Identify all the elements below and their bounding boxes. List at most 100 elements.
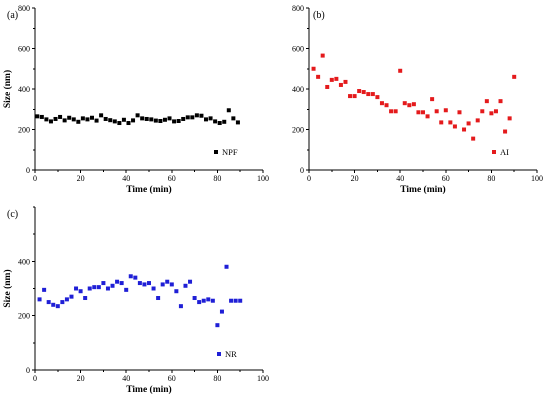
panel-b-data-point (421, 110, 425, 115)
panel-c-data-point (174, 289, 179, 294)
panel-b-data-point (357, 89, 362, 94)
panel-a-data-point (213, 119, 218, 124)
panel-a-data-point (185, 115, 190, 120)
panel-a-data-point (140, 116, 145, 121)
panel-b-label: (b) (313, 10, 325, 21)
panel-c-data-point (115, 279, 120, 284)
panel-b-data-point (320, 53, 325, 58)
panel-a-data-point (112, 119, 117, 124)
panel-a-data-point (126, 121, 131, 126)
panel-c-data-point (124, 287, 129, 292)
panel-b-data-point (439, 120, 444, 125)
panel-a-label: (a) (7, 10, 18, 21)
panel-a-data-point (226, 108, 231, 113)
panel-b-x-tick-label: 20 (351, 174, 359, 183)
panel-c-data-point (201, 298, 206, 303)
panel-c-data-point (46, 300, 51, 305)
panel-a-data-point (199, 113, 204, 118)
panel-b-x-tick-label: 0 (307, 174, 311, 183)
panel-c-data-point (197, 300, 202, 305)
panel-a-data-point (71, 117, 76, 122)
panel-c-data-point (238, 298, 243, 303)
panel-b-data-point (503, 129, 508, 134)
panel-b-legend-label: AI (500, 147, 509, 157)
panel-b-data-point (352, 94, 357, 99)
panel-b-x-tick-label: 60 (442, 174, 450, 183)
panel-b-x-tick-label: 100 (531, 174, 543, 183)
panel-b-y-tick-label: 200 (292, 126, 304, 135)
panel-a-legend-label: NPF (222, 147, 238, 157)
panel-b-data-point (366, 92, 371, 97)
panel-b-data-point (480, 109, 485, 114)
panel-c-y-tick-label: 200 (18, 312, 30, 321)
panel-b-data-point (493, 109, 498, 114)
panel-c-data-point (188, 279, 193, 284)
panel-c-x-tick-label: 40 (122, 374, 130, 383)
panel-a-x-tick-label: 40 (122, 174, 130, 183)
panel-a-data-point (53, 116, 58, 121)
panel-a-data-point (58, 114, 63, 119)
panel-b-data-point (507, 116, 512, 121)
panel-b-x-label: Time (min) (400, 184, 445, 195)
panel-c-data-point (69, 294, 74, 299)
panel-a-data-point (153, 118, 158, 123)
panel-c-data-point (215, 323, 220, 328)
panel-c-data-point (147, 281, 151, 286)
panel-b-data-point (334, 76, 339, 81)
panel-b-data-point (434, 109, 439, 114)
panel-b-data-point (398, 68, 403, 73)
panel-b-data-point (370, 92, 375, 97)
panel-c-y-label: Size (nm) (2, 269, 13, 307)
panel-a-data-point (62, 118, 67, 123)
panel-a-data-point (85, 117, 90, 122)
panel-b-data-point (393, 109, 398, 114)
panel-c-data-point (92, 285, 97, 290)
panel-a-y-label: Size (nm) (2, 70, 13, 108)
panel-a-data-point (99, 113, 104, 118)
panel-c-data-point (192, 296, 197, 301)
panel-a-y-tick-label: 0 (26, 166, 30, 175)
panel-c-legend-label: NR (225, 349, 237, 359)
panel-a-data-point (172, 119, 177, 124)
panel-c-data-point (42, 287, 47, 292)
panel-b-data-point (443, 108, 448, 113)
panel-b-data-point (316, 74, 321, 79)
panel-c-data-point (160, 282, 165, 287)
panel-c-data-point (183, 283, 188, 288)
panel-c-data-point (233, 298, 238, 303)
panel-c-data-point (224, 264, 229, 269)
panel-a-data-point (181, 116, 186, 121)
panel-b-data-point (425, 114, 430, 119)
panel-c-data-point (128, 274, 133, 279)
panel-b-data-point (311, 66, 316, 71)
panel-a-data-point (131, 118, 136, 123)
panel-c-data-point (169, 282, 174, 287)
panel-b-data-point (448, 120, 453, 125)
panel-a-data-point (231, 116, 236, 121)
panel-c-x-tick-label: 80 (213, 374, 221, 383)
panel-a-data-point (117, 121, 122, 126)
panel-a-x-tick-label: 20 (77, 174, 85, 183)
panel-a-data-point (222, 119, 227, 124)
panel-b-data-point (379, 101, 384, 106)
panel-c-data-point (105, 286, 110, 291)
panel-b-data-point (407, 103, 412, 108)
panel-b-data-point (375, 95, 380, 100)
panel-c-data-point (165, 279, 170, 284)
panel-c-data-point (219, 309, 224, 314)
panel-a-x-label: Time (min) (126, 184, 171, 195)
panel-c-x-label: Time (min) (126, 384, 171, 395)
panel-a-data-point (208, 116, 213, 121)
panel-c-data-point (96, 285, 101, 290)
panel-c-data-point (178, 304, 183, 309)
panel-b-data-point (416, 110, 421, 115)
panel-a-data-point (149, 117, 154, 122)
panel-a-y-tick-label: 800 (18, 4, 30, 13)
panel-c-data-point (83, 296, 88, 301)
panel-b-y-tick-label: 400 (292, 85, 304, 94)
panel-a-data-point (94, 118, 99, 123)
panel-c-data-point (137, 281, 142, 286)
panel-c-data-point (156, 296, 161, 301)
panel-c-data-point (151, 286, 156, 291)
panel-b-data-point (325, 84, 330, 89)
